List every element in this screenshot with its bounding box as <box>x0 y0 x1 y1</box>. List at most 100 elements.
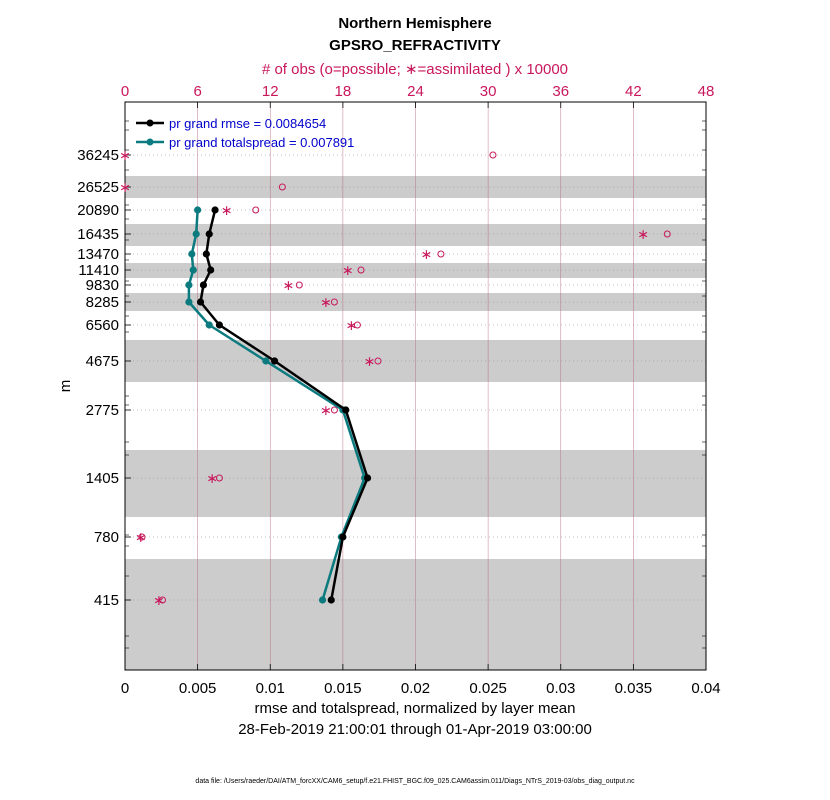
y-minor-ticks <box>125 120 706 649</box>
y-tick-label: 26525 <box>77 179 119 196</box>
obs-assimilated-marker: ∗ <box>153 593 165 609</box>
series-point-rmse <box>271 357 279 365</box>
y-tick-label: 11410 <box>78 262 119 279</box>
obs-possible-marker <box>374 357 382 365</box>
x-tick-label: 0 <box>121 680 129 697</box>
obs-possible-marker <box>489 151 497 159</box>
obs-possible-marker <box>252 206 260 214</box>
date-range-label: 28-Feb-2019 21:00:01 through 01-Apr-2019… <box>238 721 592 738</box>
series-point-totalspread <box>185 281 193 289</box>
top-tick-label: 42 <box>625 83 642 100</box>
obs-assimilated-marker: ∗ <box>320 403 332 419</box>
y-tick-label: 415 <box>94 592 119 609</box>
top-axis-ticks: 0 6 12 18 24 30 36 42 48 <box>121 83 715 108</box>
y-tick-label: 16435 <box>77 226 119 243</box>
obs-possible-marker <box>437 250 445 258</box>
top-tick-label: 48 <box>698 83 715 100</box>
legend-rmse-marker <box>146 119 154 127</box>
series-point-totalspread <box>318 596 327 604</box>
legend: pr grand rmse = 0.0084654 pr grand total… <box>136 116 354 150</box>
x-tick-label: 0.035 <box>615 680 653 697</box>
obs-possible-marker <box>330 406 338 414</box>
obs-assimilated-marker: ∗ <box>421 247 433 263</box>
series-lines <box>185 206 372 604</box>
y-tick-label: 9830 <box>86 277 119 294</box>
x-axis-label: rmse and totalspread, normalized by laye… <box>255 700 576 717</box>
chart-title: Northern Hemisphere <box>338 15 491 32</box>
series-point-totalspread <box>185 298 193 306</box>
legend-spread-text: pr grand totalspread = 0.007891 <box>169 135 354 150</box>
obs-assimilated-marker: ∗ <box>119 180 131 196</box>
obs-assimilated-marker: ∗ <box>364 354 376 370</box>
top-tick-label: 0 <box>121 83 129 100</box>
y-tick-label: 13470 <box>77 246 119 263</box>
x-tick-label: 0.005 <box>179 680 217 697</box>
y-tick-label: 1405 <box>86 470 119 487</box>
obs-assimilated-marker: ∗ <box>320 295 332 311</box>
obs-possible-marker <box>295 281 303 289</box>
obs-possible-marker <box>330 298 338 306</box>
x-tick-label: 0.01 <box>256 680 285 697</box>
top-tick-label: 24 <box>407 83 424 100</box>
top-tick-label: 36 <box>552 83 569 100</box>
obs-markers: ∗ ∗ ∗ ∗ ∗ ∗ ∗ ∗ ∗ ∗ ∗ ∗ ∗ ∗ <box>119 148 671 609</box>
series-point-totalspread <box>188 250 196 258</box>
top-tick-label: 6 <box>193 83 201 100</box>
top-tick-label: 30 <box>480 83 497 100</box>
obs-assimilated-marker: ∗ <box>221 203 233 219</box>
series-point-rmse <box>327 596 335 604</box>
y-tick-label: 20890 <box>77 202 119 219</box>
obs-assimilated-marker: ∗ <box>283 278 295 294</box>
x-tick-label: 0.015 <box>324 680 362 697</box>
chart-subtitle: GPSRO_REFRACTIVITY <box>329 37 501 54</box>
top-tick-label: 18 <box>335 83 352 100</box>
footer-data-file: data file: /Users/raeder/DAI/ATM_forcXX/… <box>195 778 635 785</box>
x-axis-ticks: 0 0.005 0.01 0.015 0.02 0.025 0.03 0.035 0.04 <box>121 664 721 697</box>
series-point-rmse <box>342 406 350 414</box>
series-point-totalspread <box>192 230 200 238</box>
obs-possible-marker <box>138 533 146 541</box>
series-point-rmse <box>339 533 347 541</box>
legend-spread-marker <box>146 138 154 146</box>
obs-possible-marker <box>353 321 361 329</box>
series-point-rmse <box>207 266 215 274</box>
y-tick-label: 780 <box>94 529 119 546</box>
vertical-grid <box>197 102 634 670</box>
obs-possible-marker <box>278 183 286 191</box>
obs-possible-marker <box>159 596 167 604</box>
series-point-totalspread <box>262 357 270 365</box>
obs-possible-marker <box>357 266 365 274</box>
x-tick-label: 0.025 <box>469 680 507 697</box>
series-point-rmse <box>202 250 210 258</box>
series-point-totalspread <box>194 206 202 214</box>
horizontal-grid <box>125 154 706 601</box>
obs-assimilated-marker: ∗ <box>206 471 218 487</box>
series-point-totalspread <box>205 321 213 329</box>
obs-assimilated-marker: ∗ <box>342 263 354 279</box>
x-tick-label: 0.02 <box>401 680 430 697</box>
y-tick-label: 8285 <box>86 294 119 311</box>
y-tick-label: 4675 <box>86 353 119 370</box>
x-tick-label: 0.04 <box>691 680 720 697</box>
y-tick-label: 2775 <box>86 402 119 419</box>
obs-possible-marker <box>215 474 223 482</box>
y-tick-label: 6560 <box>86 317 119 334</box>
y-tick-label: 36245 <box>77 147 119 164</box>
top-tick-label: 12 <box>262 83 279 100</box>
series-point-rmse <box>196 298 205 306</box>
x-tick-label: 0.03 <box>546 680 575 697</box>
obs-assimilated-marker: ∗ <box>119 148 131 164</box>
series-point-rmse <box>363 474 372 482</box>
obs-assimilated-marker: ∗ <box>135 530 147 546</box>
obs-assimilated-marker: ∗ <box>345 318 357 334</box>
series-point-rmse <box>211 206 219 214</box>
series-point-rmse <box>205 230 213 238</box>
top-axis-label: # of obs (o=possible; ∗=assimilated ) x … <box>262 61 568 78</box>
series-point-rmse <box>199 281 208 289</box>
y-axis-label: m <box>57 380 74 393</box>
obs-possible-marker <box>663 230 671 238</box>
legend-rmse-text: pr grand rmse = 0.0084654 <box>169 116 326 131</box>
series-point-rmse <box>215 321 224 329</box>
